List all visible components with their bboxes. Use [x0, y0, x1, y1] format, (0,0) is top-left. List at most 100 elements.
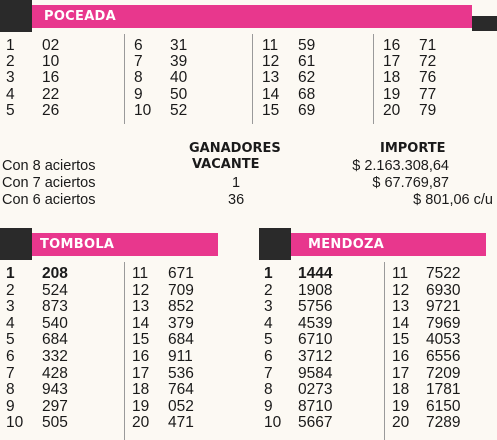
drawn-number: 61 [298, 53, 316, 71]
column-separator [124, 34, 125, 124]
draw-position: 15 [132, 331, 150, 349]
poceada-header-cap [472, 16, 497, 31]
drawn-number: 684 [42, 331, 68, 349]
drawn-number: 052 [168, 397, 194, 415]
draw-position: 9 [134, 85, 143, 103]
drawn-number: 7209 [426, 364, 461, 382]
drawn-number: 40 [170, 69, 188, 87]
drawn-number: 6556 [426, 348, 461, 365]
drawn-number: 7289 [426, 414, 461, 432]
draw-position: 18 [392, 381, 410, 399]
draw-position: 13 [262, 69, 280, 87]
draw-position: 6 [264, 348, 273, 365]
tombola-header-marker [0, 228, 32, 260]
draw-position: 8 [134, 69, 143, 87]
draw-position: 12 [392, 281, 410, 299]
drawn-number: 0273 [298, 381, 333, 399]
drawn-number: 59 [298, 37, 316, 54]
summary-row-amount: $ 67.769,87 [372, 175, 449, 191]
drawn-number: 7969 [426, 314, 461, 332]
draw-position: 5 [6, 331, 15, 349]
drawn-number: 1444 [298, 265, 333, 282]
summary-row-label: Con 6 aciertos [2, 192, 96, 208]
draw-position: 11 [262, 37, 279, 54]
draw-position: 3 [264, 298, 273, 316]
drawn-number: 379 [168, 314, 194, 332]
drawn-number: 764 [168, 381, 194, 399]
drawn-number: 6930 [426, 281, 461, 299]
summary-row-label: Con 7 aciertos [2, 175, 96, 191]
draw-position: 7 [134, 53, 143, 71]
draw-position: 10 [134, 101, 152, 119]
drawn-number: 4539 [298, 314, 333, 332]
drawn-number: 76 [419, 69, 437, 87]
drawn-number: 536 [168, 364, 194, 382]
drawn-number: 671 [168, 265, 194, 282]
column-separator [384, 262, 385, 440]
drawn-number: 5756 [298, 298, 333, 316]
drawn-number: 31 [170, 37, 188, 54]
draw-position: 13 [392, 298, 410, 316]
draw-position: 10 [6, 414, 24, 432]
draw-position: 8 [264, 381, 273, 399]
summary-row-winners: 36 [228, 192, 245, 208]
poceada-header-marker [0, 0, 32, 32]
draw-position: 12 [132, 281, 150, 299]
column-separator [252, 34, 253, 124]
drawn-number: 16 [42, 69, 60, 87]
draw-position: 6 [6, 348, 15, 365]
draw-position: 5 [264, 331, 273, 349]
draw-position: 8 [6, 381, 15, 399]
drawn-number: 8710 [298, 397, 333, 415]
drawn-number: 709 [168, 281, 194, 299]
drawn-number: 1781 [426, 381, 461, 399]
draw-position: 18 [383, 69, 401, 87]
draw-position: 14 [392, 314, 410, 332]
drawn-number: 684 [168, 331, 194, 349]
drawn-number: 77 [419, 85, 437, 103]
drawn-number: 943 [42, 381, 68, 399]
draw-position: 19 [383, 85, 401, 103]
drawn-number: 505 [42, 414, 68, 432]
drawn-number: 540 [42, 314, 68, 332]
draw-position: 2 [264, 281, 273, 299]
drawn-number: 02 [42, 37, 60, 54]
drawn-number: 4053 [426, 331, 461, 349]
draw-position: 17 [383, 53, 401, 71]
draw-position: 3 [6, 69, 15, 87]
drawn-number: 72 [419, 53, 437, 71]
drawn-number: 6150 [426, 397, 461, 415]
drawn-number: 62 [298, 69, 316, 87]
draw-position: 10 [264, 414, 282, 432]
drawn-number: 71 [419, 37, 437, 54]
draw-position: 1 [264, 265, 273, 282]
mendoza-header-bar [291, 233, 486, 256]
draw-position: 14 [132, 314, 150, 332]
drawn-number: 428 [42, 364, 68, 382]
draw-position: 20 [392, 414, 410, 432]
poceada-header-bar [32, 5, 472, 28]
draw-position: 9 [6, 397, 15, 415]
summary-row-amount: $ 801,06 c/u [413, 192, 493, 208]
draw-position: 20 [132, 414, 150, 432]
summary-row-winners: 1 [232, 175, 241, 191]
importe-header: IMPORTE [380, 141, 446, 156]
draw-position: 20 [383, 101, 401, 119]
mendoza-header-marker [259, 228, 291, 260]
drawn-number: 297 [42, 397, 68, 415]
draw-position: 7 [6, 364, 15, 382]
summary-row-amount: $ 2.163.308,64 [352, 158, 449, 174]
draw-position: 3 [6, 298, 15, 316]
draw-position: 15 [392, 331, 410, 349]
draw-position: 16 [392, 348, 410, 365]
drawn-number: 50 [170, 85, 188, 103]
draw-position: 16 [383, 37, 401, 54]
column-separator [124, 262, 125, 440]
draw-position: 19 [132, 397, 150, 415]
draw-position: 5 [6, 101, 15, 119]
drawn-number: 22 [42, 85, 60, 103]
tombola-header-bar [32, 233, 218, 256]
drawn-number: 26 [42, 101, 60, 119]
draw-position: 17 [392, 364, 410, 382]
drawn-number: 852 [168, 298, 194, 316]
